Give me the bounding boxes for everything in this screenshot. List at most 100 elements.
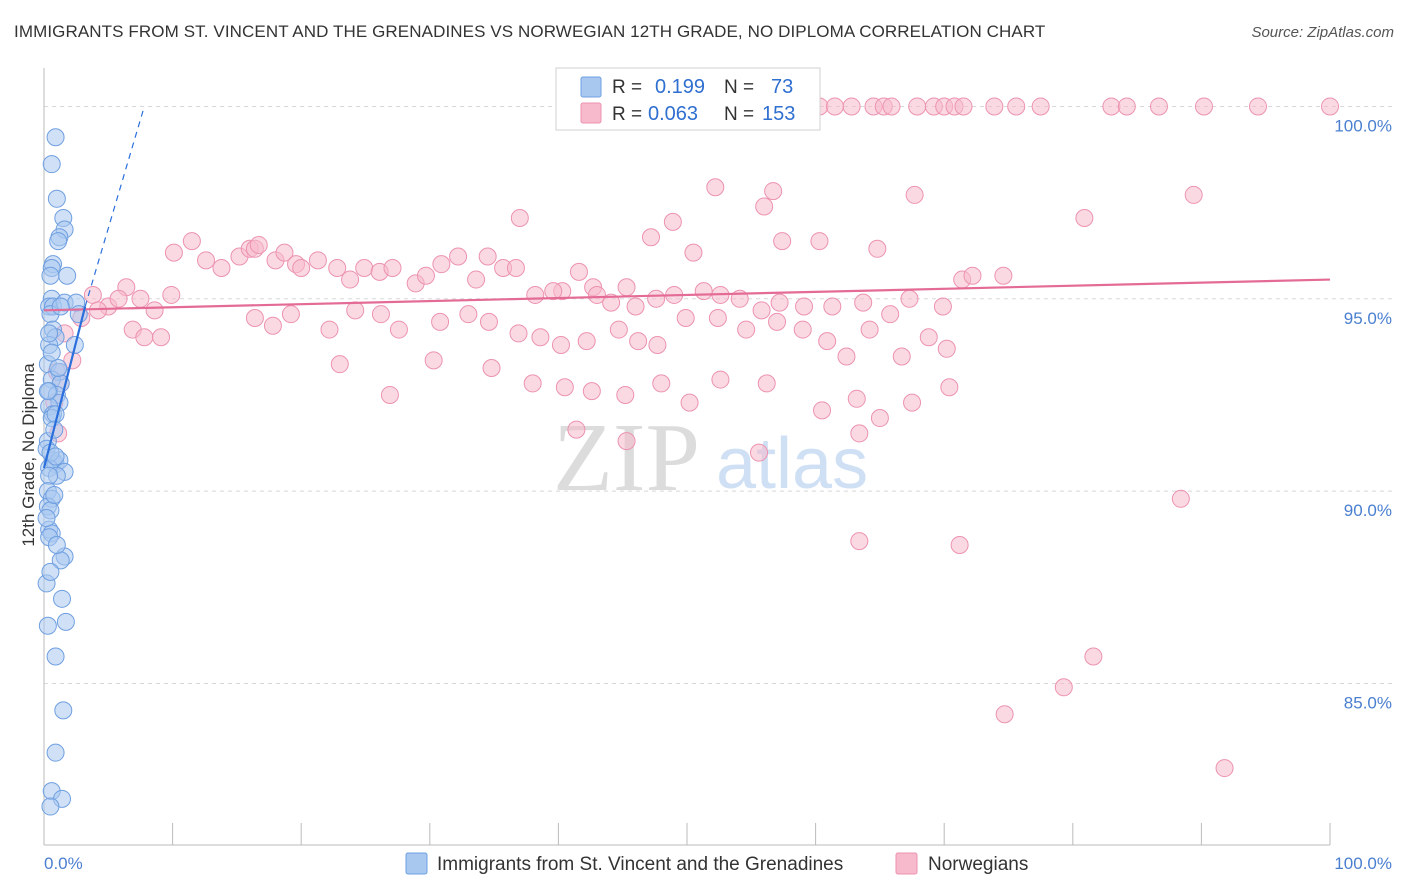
norwegians-point	[1248, 97, 1267, 116]
norwegians-point	[750, 443, 769, 462]
immigrants-trend-extension	[84, 106, 145, 307]
norwegians-point	[389, 320, 408, 339]
norwegians-point	[937, 339, 956, 358]
norwegians-point	[197, 251, 216, 270]
immigrants-point	[41, 562, 60, 581]
norwegians-point	[152, 328, 171, 347]
norwegians-point	[854, 293, 873, 312]
norwegians-point	[954, 97, 973, 116]
norwegians-point	[850, 424, 869, 443]
norwegians-point	[708, 309, 727, 328]
immigrants-point	[42, 343, 61, 362]
norwegians-point	[860, 320, 879, 339]
norwegians-point	[582, 382, 601, 401]
immigrants-point	[41, 266, 60, 285]
norwegians-point	[847, 389, 866, 408]
watermark: ZIP atlas	[553, 404, 868, 512]
norwegians-point	[526, 285, 545, 304]
norwegians-point	[676, 309, 695, 328]
norwegians-point	[706, 178, 725, 197]
immigrants-point	[38, 616, 57, 635]
immigrants-point	[46, 743, 65, 762]
norwegians-point	[609, 320, 628, 339]
norwegians-point	[482, 359, 501, 378]
immigrants-point	[51, 297, 70, 316]
norwegians-point	[380, 385, 399, 404]
immigrants-point	[42, 155, 61, 174]
norwegians-point	[383, 259, 402, 278]
norwegians-point	[773, 232, 792, 251]
norwegians-point	[680, 393, 699, 412]
norwegians-point	[1084, 647, 1103, 666]
immigrants-point	[46, 447, 65, 466]
series-immigrants-points	[37, 128, 88, 816]
legend-r-label-1: R =	[612, 77, 642, 98]
norwegians-trend-line	[43, 278, 1331, 312]
norwegians-point	[449, 247, 468, 266]
norwegians-point	[793, 320, 812, 339]
norwegians-point	[950, 535, 969, 554]
legend-n-value-2: 153	[762, 103, 795, 125]
norwegians-point	[1117, 97, 1136, 116]
norwegians-point	[1171, 489, 1190, 508]
norwegians-point	[467, 270, 486, 289]
norwegians-point	[478, 247, 497, 266]
y-tick-label: 85.0%	[1344, 693, 1392, 712]
norwegians-point	[768, 312, 787, 331]
legend-n-label-1: N =	[724, 77, 754, 98]
norwegians-point	[764, 182, 783, 201]
norwegians-point	[882, 97, 901, 116]
norwegians-point	[994, 266, 1013, 285]
norwegians-point	[164, 243, 183, 262]
legend-r-value-2: 0.063	[648, 103, 698, 125]
immigrants-point	[49, 359, 68, 378]
norwegians-point	[900, 289, 919, 308]
norwegians-point	[523, 374, 542, 393]
norwegians-point	[587, 285, 606, 304]
immigrants-point	[54, 701, 73, 720]
legend-r-label-2: R =	[612, 104, 642, 125]
norwegians-point	[850, 532, 869, 551]
norwegians-point	[1149, 97, 1168, 116]
immigrants-point	[46, 647, 65, 666]
norwegians-point	[424, 351, 443, 370]
norwegians-point	[162, 285, 181, 304]
immigrants-point	[38, 382, 57, 401]
norwegians-point	[459, 305, 478, 324]
norwegians-point	[755, 197, 774, 216]
norwegians-point	[1054, 678, 1073, 697]
norwegians-point	[320, 320, 339, 339]
watermark-atlas: atlas	[716, 424, 868, 504]
immigrants-trend-line	[42, 306, 87, 469]
norwegians-point	[135, 328, 154, 347]
y-tick-label: 90.0%	[1344, 501, 1392, 520]
bottom-legend-label-immigrants: Immigrants from St. Vincent and the Gren…	[437, 854, 843, 875]
norwegians-point	[903, 393, 922, 412]
norwegians-point	[652, 374, 671, 393]
norwegians-point	[281, 305, 300, 324]
legend-n-label-2: N =	[724, 104, 754, 125]
norwegians-point	[641, 228, 660, 247]
trend-lines	[42, 106, 1331, 469]
legend-n-value-1: 73	[771, 76, 793, 98]
norwegians-point	[131, 289, 150, 308]
norwegians-point	[1215, 759, 1234, 778]
immigrants-point	[49, 232, 68, 251]
norwegians-point	[823, 297, 842, 316]
norwegians-point	[371, 305, 390, 324]
norwegians-point	[837, 347, 856, 366]
y-tick-labels: 100.0% 95.0% 90.0% 85.0%	[1334, 116, 1392, 712]
legend-swatch-norwegians	[580, 102, 602, 124]
norwegians-point	[1321, 97, 1339, 116]
norwegians-point	[577, 332, 596, 351]
bottom-legend-swatch-immigrants	[405, 852, 428, 875]
norwegians-point	[985, 97, 1004, 116]
norwegians-point	[292, 259, 311, 278]
y-tick-label: 100.0%	[1334, 116, 1392, 135]
norwegians-point	[1102, 97, 1121, 116]
immigrants-point	[41, 797, 60, 816]
x-tick-label-max: 100.0%	[1334, 854, 1392, 873]
immigrants-point	[37, 509, 56, 528]
norwegians-point	[616, 385, 635, 404]
norwegians-point	[145, 301, 164, 320]
